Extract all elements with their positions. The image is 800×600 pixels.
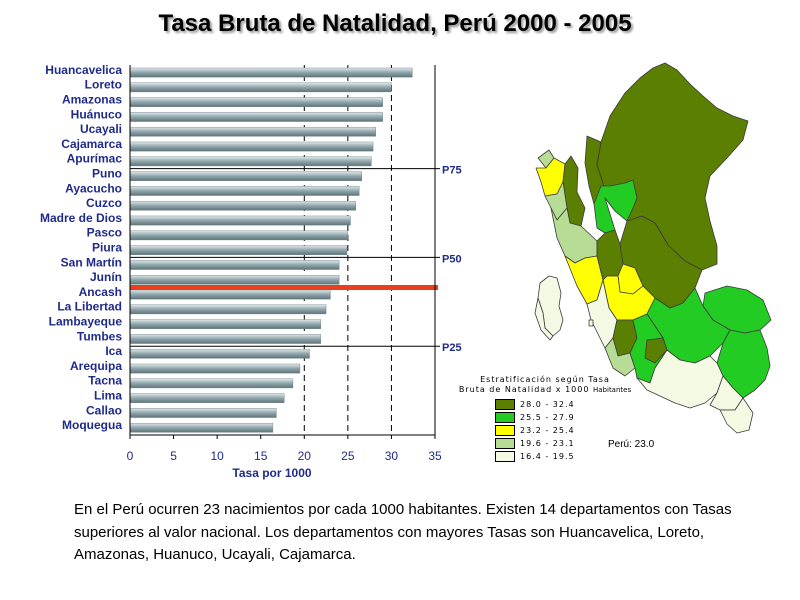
x-tick-label: 0 bbox=[127, 449, 134, 463]
legend-swatch bbox=[495, 437, 515, 449]
bar bbox=[129, 126, 376, 137]
bar bbox=[129, 363, 301, 374]
bar bbox=[129, 215, 351, 226]
category-label: La Libertad bbox=[57, 300, 122, 314]
bar bbox=[129, 141, 374, 152]
category-label: Cuzco bbox=[86, 196, 122, 210]
x-tick-label: 30 bbox=[385, 449, 399, 463]
percentile-label: P50 bbox=[442, 253, 462, 265]
category-label: Lambayeque bbox=[49, 314, 123, 328]
bar bbox=[129, 97, 383, 107]
category-label: Ayacucho bbox=[65, 181, 122, 195]
x-tick-label: 20 bbox=[298, 449, 312, 463]
legend-item: 23.2 - 25.4 bbox=[495, 424, 575, 436]
category-label: Pasco bbox=[87, 226, 122, 240]
category-label: Amazonas bbox=[62, 92, 122, 106]
map-region-loreto bbox=[596, 62, 749, 271]
legend-item: 28.0 - 32.4 bbox=[495, 398, 575, 410]
legend-swatch bbox=[495, 398, 515, 410]
category-label: Moquegua bbox=[62, 418, 122, 432]
map-region-callao bbox=[588, 319, 594, 327]
map-legend: Estratificación según Tasa Bruta de Nata… bbox=[440, 375, 650, 462]
x-axis-title: Tasa por 1000 bbox=[232, 466, 311, 480]
legend-item: 16.4 - 19.5 bbox=[495, 450, 575, 462]
bar bbox=[129, 274, 340, 285]
category-label: San Martín bbox=[61, 255, 122, 269]
map-region-apurimac bbox=[644, 337, 668, 364]
category-label: Puno bbox=[92, 166, 122, 180]
category-label: Madre de Dios bbox=[40, 211, 122, 225]
x-tick-label: 35 bbox=[428, 449, 442, 463]
category-label: Lima bbox=[94, 388, 122, 402]
bar bbox=[129, 245, 348, 255]
map-region-ancash bbox=[564, 255, 604, 305]
legend-swatch bbox=[495, 411, 515, 423]
x-tick-label: 10 bbox=[210, 449, 224, 463]
bar bbox=[129, 67, 413, 78]
x-tick-label: 25 bbox=[341, 449, 355, 463]
summary-text: En el Perú ocurren 23 nacimientos por ca… bbox=[74, 501, 732, 563]
bar bbox=[129, 112, 383, 122]
map-legend-title: Estratificación según Tasa Bruta de Nata… bbox=[458, 375, 632, 394]
peru-map bbox=[534, 62, 772, 434]
page-title: Tasa Bruta de Natalidad, Perú 2000 - 200… bbox=[158, 10, 632, 37]
category-label: Huancavelica bbox=[45, 63, 122, 77]
x-tick-label: 15 bbox=[254, 449, 268, 463]
map-region-arequipa bbox=[636, 349, 724, 409]
national-rate-label: Perú: 23.0 bbox=[608, 439, 655, 450]
bar bbox=[129, 378, 294, 389]
bar bbox=[129, 319, 322, 329]
percentile-label: P25 bbox=[442, 342, 462, 354]
percentile-label: P75 bbox=[442, 165, 462, 177]
bar bbox=[129, 260, 340, 270]
category-label: Ancash bbox=[79, 285, 122, 299]
category-label: Tumbes bbox=[77, 329, 122, 343]
legend-swatch bbox=[495, 450, 515, 462]
map-region-tacna bbox=[719, 397, 754, 434]
legend-item: 25.5 - 27.9 bbox=[495, 411, 575, 423]
bar bbox=[129, 304, 327, 315]
bar-chart: HuancavelicaLoretoAmazonasHuánucoUcayali… bbox=[40, 63, 462, 480]
bar bbox=[129, 82, 392, 93]
bar bbox=[129, 408, 277, 418]
legend-swatch bbox=[495, 424, 515, 436]
legend-item: 19.6 - 23.1 bbox=[495, 437, 575, 449]
x-tick-label: 5 bbox=[170, 449, 177, 463]
category-label: Ucayali bbox=[80, 122, 122, 136]
category-label: Callao bbox=[86, 403, 122, 417]
category-label: Loreto bbox=[85, 78, 122, 92]
bar bbox=[129, 156, 372, 167]
category-label: Junín bbox=[90, 270, 122, 284]
bar bbox=[129, 171, 363, 181]
map-inset-callao bbox=[534, 297, 554, 341]
bar bbox=[129, 334, 322, 344]
category-label: Tacna bbox=[88, 374, 122, 388]
bar bbox=[129, 230, 349, 241]
category-label: Cajamarca bbox=[61, 137, 122, 151]
bar bbox=[129, 393, 285, 403]
category-label: Piura bbox=[92, 240, 122, 254]
map-region-san-martin bbox=[593, 179, 638, 234]
category-label: Ica bbox=[105, 344, 122, 358]
category-label: Arequipa bbox=[70, 359, 122, 373]
bar bbox=[129, 348, 310, 359]
bar bbox=[129, 186, 360, 196]
bar bbox=[129, 289, 331, 300]
category-label: Huánuco bbox=[71, 107, 122, 121]
bar bbox=[129, 422, 274, 433]
bar bbox=[129, 200, 356, 211]
category-label: Apurímac bbox=[67, 152, 123, 166]
